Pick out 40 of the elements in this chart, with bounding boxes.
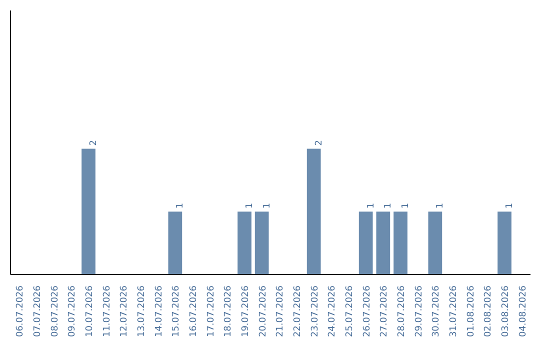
x-tick-label: 27.07.2026: [380, 285, 390, 338]
x-tick-label: 18.07.2026: [224, 285, 234, 338]
x-tick-label: 11.07.2026: [102, 285, 112, 338]
x-tick-label: 17.07.2026: [206, 285, 216, 338]
x-tick-label: 16.07.2026: [189, 285, 199, 338]
data-label: 2: [89, 140, 99, 146]
x-tick-label: 23.07.2026: [310, 285, 320, 338]
data-label: 1: [245, 202, 255, 209]
x-tick-label: 24.07.2026: [328, 285, 338, 338]
x-tick-label: 29.07.2026: [414, 285, 424, 338]
x-tick-label: 25.07.2026: [345, 285, 355, 338]
data-label: 1: [176, 202, 186, 209]
x-tick-label: 22.07.2026: [293, 285, 303, 338]
data-label: 1: [366, 202, 376, 209]
x-tick-label: 26.07.2026: [362, 285, 372, 338]
x-tick-label: 09.07.2026: [68, 285, 78, 338]
x-tick-label: 02.08.2026: [484, 285, 494, 338]
data-label: 1: [401, 202, 411, 209]
x-tick-label: 20.07.2026: [258, 285, 268, 338]
x-tick-label: 13.07.2026: [137, 285, 147, 338]
data-label: 1: [505, 202, 515, 209]
x-tick-label: 30.07.2026: [432, 285, 442, 338]
x-tick-label: 08.07.2026: [50, 285, 60, 338]
x-tick-label: 03.08.2026: [501, 285, 511, 338]
x-tick-label: 28.07.2026: [397, 285, 407, 338]
x-tick-label: 21.07.2026: [276, 285, 286, 338]
data-label: 1: [436, 202, 446, 209]
data-label: 1: [384, 202, 394, 209]
x-tick-label: 07.07.2026: [33, 285, 43, 338]
x-tick-label: 04.08.2026: [518, 285, 528, 338]
x-tick-label: 19.07.2026: [241, 285, 251, 338]
x-tick-label: 15.07.2026: [172, 285, 182, 338]
x-tick-label: 14.07.2026: [154, 285, 164, 338]
x-tick-label: 10.07.2026: [85, 285, 95, 338]
x-tick-label: 12.07.2026: [120, 285, 130, 338]
data-label: 2: [314, 140, 324, 146]
x-tick-label: 31.07.2026: [449, 285, 459, 338]
x-tick-label: 01.08.2026: [466, 285, 476, 338]
data-label: 1: [262, 202, 272, 209]
x-tick-label: 06.07.2026: [16, 285, 26, 338]
